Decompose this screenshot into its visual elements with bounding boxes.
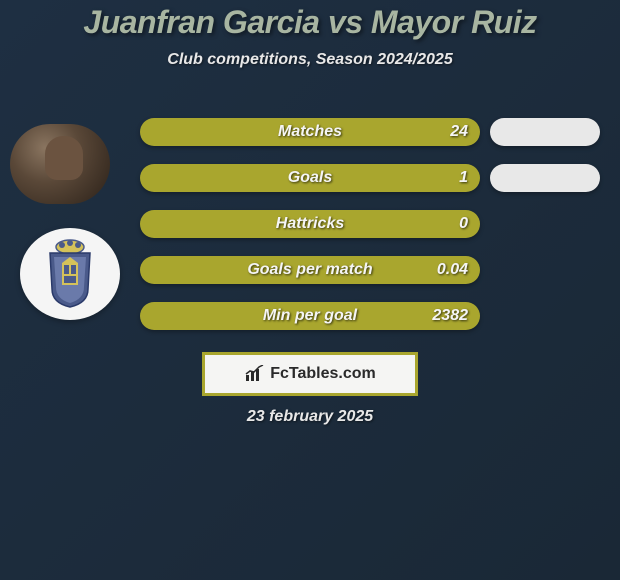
chart-icon bbox=[244, 365, 266, 383]
stat-row: 24 Matches bbox=[0, 109, 620, 155]
stat-label: Hattricks bbox=[276, 215, 344, 233]
stat-value-left: 1 bbox=[459, 169, 468, 187]
date-text: 23 february 2025 bbox=[0, 408, 620, 426]
page-title: Juanfran Garcia vs Mayor Ruiz bbox=[0, 0, 620, 41]
stat-row: 0 Hattricks bbox=[0, 201, 620, 247]
brand-text: FcTables.com bbox=[270, 365, 376, 383]
stat-row: 0.04 Goals per match bbox=[0, 247, 620, 293]
stat-label: Goals bbox=[288, 169, 332, 187]
page-subtitle: Club competitions, Season 2024/2025 bbox=[0, 51, 620, 69]
stat-row: 2382 Min per goal bbox=[0, 293, 620, 339]
stat-row: 1 Goals bbox=[0, 155, 620, 201]
stat-label: Matches bbox=[278, 123, 342, 141]
stat-value-left: 0.04 bbox=[437, 261, 468, 279]
stat-value-left: 2382 bbox=[432, 307, 468, 325]
stat-label: Min per goal bbox=[263, 307, 357, 325]
brand-badge[interactable]: FcTables.com bbox=[202, 352, 418, 396]
stat-label: Goals per match bbox=[247, 261, 372, 279]
stat-value-left: 24 bbox=[450, 123, 468, 141]
stat-bar-right bbox=[490, 164, 600, 192]
stats-table: 24 Matches 1 Goals 0 Hattricks 0.04 Goals per m… bbox=[0, 109, 620, 339]
stat-bar-right bbox=[490, 118, 600, 146]
stat-value-left: 0 bbox=[459, 215, 468, 233]
